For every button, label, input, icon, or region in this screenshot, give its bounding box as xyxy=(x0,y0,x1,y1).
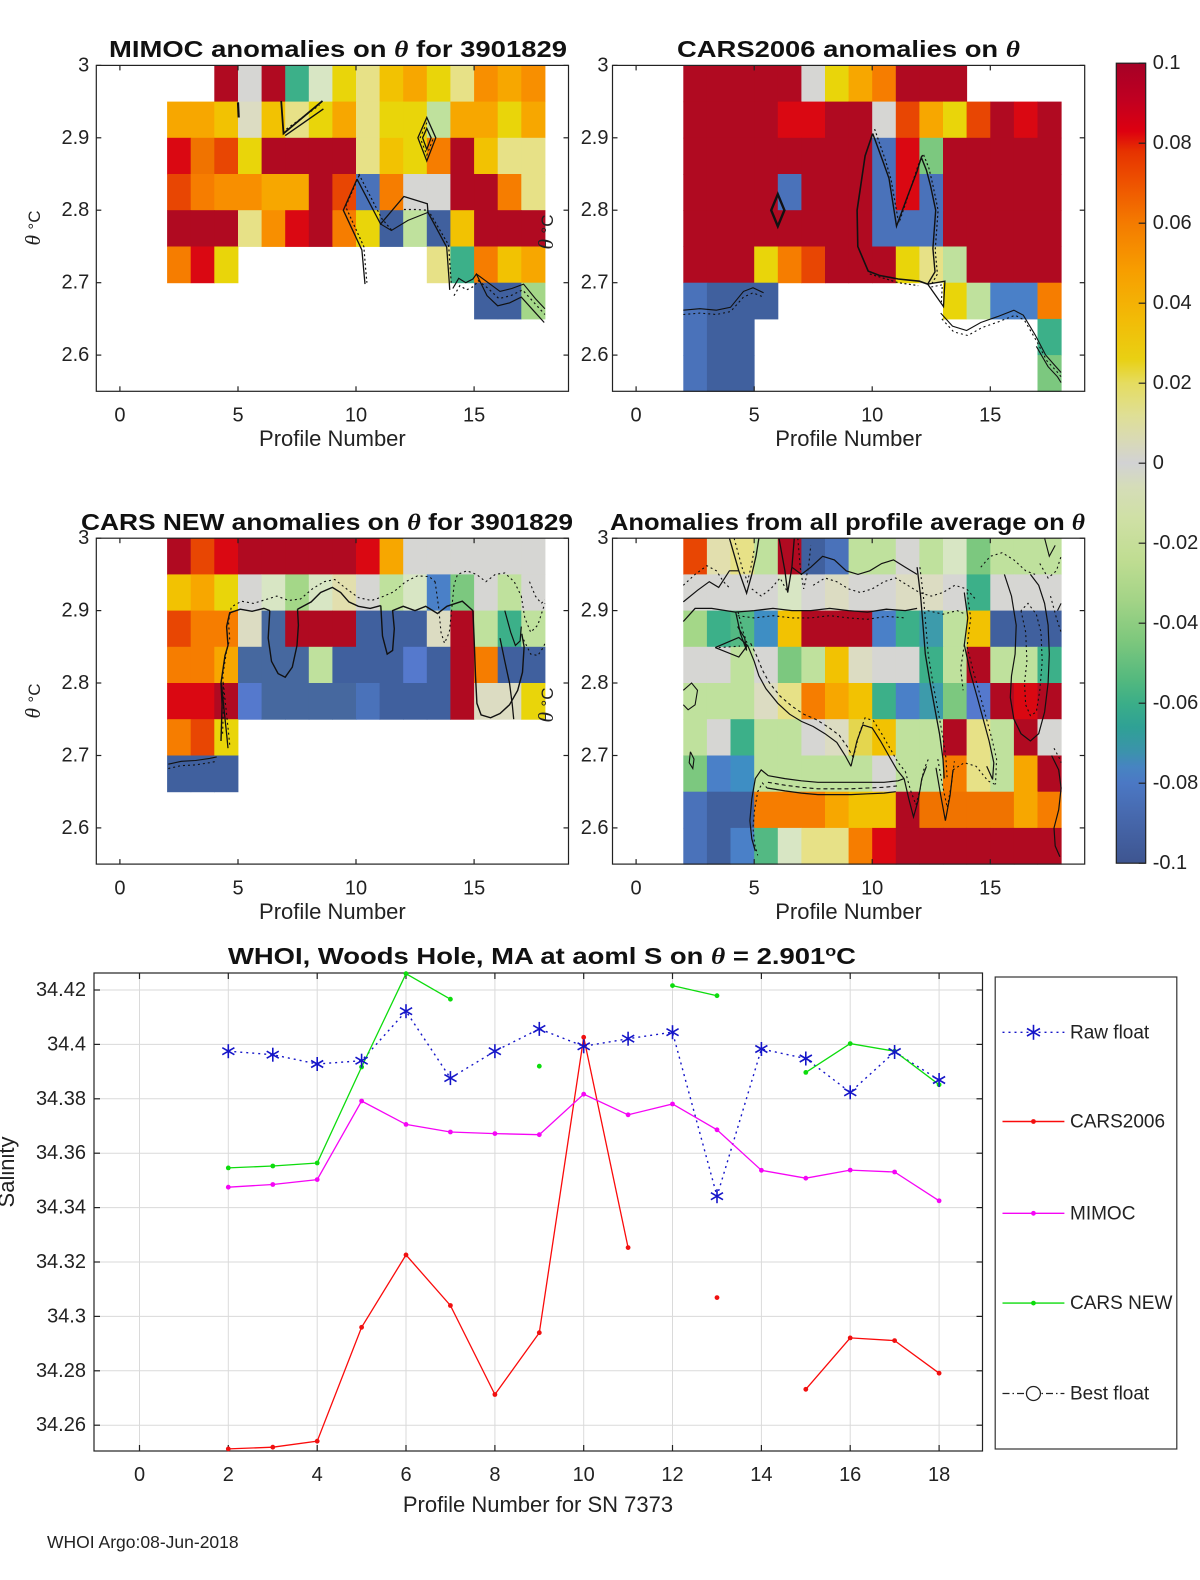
svg-text:0: 0 xyxy=(114,405,125,427)
svg-text:Profile Number: Profile Number xyxy=(259,899,406,924)
svg-text:10: 10 xyxy=(345,405,367,427)
svg-text:MIMOC: MIMOC xyxy=(1070,1203,1135,1224)
svg-text:Profile Number: Profile Number xyxy=(775,899,922,924)
svg-text:2.8: 2.8 xyxy=(581,199,609,221)
svg-text:θ °C: θ °C xyxy=(21,210,45,245)
svg-text:2.6: 2.6 xyxy=(61,817,89,839)
svg-text:5: 5 xyxy=(232,405,243,427)
svg-text:18: 18 xyxy=(928,1464,950,1486)
svg-text:4: 4 xyxy=(312,1464,323,1486)
svg-text:34.38: 34.38 xyxy=(36,1088,86,1110)
svg-text:MIMOC anomalies on θ for 3901: MIMOC anomalies on θ for 3901829 xyxy=(109,36,567,62)
svg-text:15: 15 xyxy=(463,405,485,427)
svg-text:WHOI, Woods Hole, MA at aoml S: WHOI, Woods Hole, MA at aoml S on θ = 2.… xyxy=(228,943,856,970)
svg-text:2.7: 2.7 xyxy=(581,272,609,294)
svg-text:34.26: 34.26 xyxy=(36,1414,86,1436)
svg-text:2.8: 2.8 xyxy=(581,672,609,694)
svg-text:-0.02: -0.02 xyxy=(1153,532,1199,554)
svg-text:Profile Number for SN 7373: Profile Number for SN 7373 xyxy=(403,1492,673,1517)
svg-text:6: 6 xyxy=(400,1464,411,1486)
svg-text:2.9: 2.9 xyxy=(581,127,609,149)
svg-text:15: 15 xyxy=(463,877,485,899)
svg-text:θ °C: θ °C xyxy=(534,687,558,722)
svg-text:10: 10 xyxy=(345,877,367,899)
svg-text:0: 0 xyxy=(1153,452,1164,474)
svg-text:CARS2006: CARS2006 xyxy=(1070,1112,1165,1133)
svg-text:-0.04: -0.04 xyxy=(1153,612,1199,634)
svg-text:2.9: 2.9 xyxy=(581,600,609,622)
svg-text:0: 0 xyxy=(631,405,642,427)
svg-text:CARS NEW anomalies on θ for 39: CARS NEW anomalies on θ for 3901829 xyxy=(81,509,573,535)
svg-text:WHOI Argo:08-Jun-2018: WHOI Argo:08-Jun-2018 xyxy=(47,1532,239,1552)
svg-text:-0.08: -0.08 xyxy=(1153,772,1199,794)
svg-text:2.8: 2.8 xyxy=(61,672,89,694)
svg-text:15: 15 xyxy=(979,877,1001,899)
svg-text:5: 5 xyxy=(232,877,243,899)
svg-text:10: 10 xyxy=(861,877,883,899)
svg-text:34.4: 34.4 xyxy=(47,1033,86,1055)
svg-text:CARS2006 anomalies on θ: CARS2006 anomalies on θ xyxy=(677,36,1020,62)
svg-text:5: 5 xyxy=(749,877,760,899)
svg-text:8: 8 xyxy=(489,1464,500,1486)
svg-text:0.08: 0.08 xyxy=(1153,132,1192,154)
svg-text:34.36: 34.36 xyxy=(36,1142,86,1164)
svg-text:34.42: 34.42 xyxy=(36,979,86,1001)
svg-text:3: 3 xyxy=(78,527,89,549)
svg-text:2.6: 2.6 xyxy=(581,344,609,366)
svg-text:0.02: 0.02 xyxy=(1153,372,1192,394)
svg-text:34.34: 34.34 xyxy=(36,1197,86,1219)
svg-text:Best float: Best float xyxy=(1070,1384,1150,1405)
svg-text:2.7: 2.7 xyxy=(61,272,89,294)
svg-text:2.6: 2.6 xyxy=(61,344,89,366)
svg-text:0.04: 0.04 xyxy=(1153,292,1192,314)
svg-text:34.28: 34.28 xyxy=(36,1360,86,1382)
svg-text:θ °C: θ °C xyxy=(534,214,558,249)
svg-text:2.9: 2.9 xyxy=(61,127,89,149)
svg-text:3: 3 xyxy=(597,54,608,76)
svg-text:12: 12 xyxy=(661,1464,683,1486)
svg-text:0: 0 xyxy=(631,877,642,899)
svg-text:Anomalies from all profile ave: Anomalies from all profile average on θ xyxy=(610,509,1085,535)
svg-text:10: 10 xyxy=(573,1464,595,1486)
svg-text:0.1: 0.1 xyxy=(1153,52,1181,74)
svg-text:CARS NEW: CARS NEW xyxy=(1070,1293,1172,1314)
svg-text:Profile Number: Profile Number xyxy=(259,426,406,451)
svg-text:2.6: 2.6 xyxy=(581,817,609,839)
svg-text:3: 3 xyxy=(597,527,608,549)
svg-text:0: 0 xyxy=(134,1464,145,1486)
svg-text:0.06: 0.06 xyxy=(1153,212,1192,234)
svg-text:14: 14 xyxy=(750,1464,772,1486)
svg-text:-0.1: -0.1 xyxy=(1153,852,1187,874)
svg-text:2.7: 2.7 xyxy=(581,745,609,767)
svg-text:2.8: 2.8 xyxy=(61,199,89,221)
svg-text:-0.06: -0.06 xyxy=(1153,692,1199,714)
svg-text:0: 0 xyxy=(114,877,125,899)
svg-text:34.32: 34.32 xyxy=(36,1251,86,1273)
svg-text:Profile Number: Profile Number xyxy=(775,426,922,451)
svg-text:34.3: 34.3 xyxy=(47,1305,86,1327)
svg-text:Salinity: Salinity xyxy=(0,1137,19,1208)
svg-text:2.7: 2.7 xyxy=(61,745,89,767)
svg-text:10: 10 xyxy=(861,405,883,427)
svg-text:Raw float: Raw float xyxy=(1070,1022,1150,1043)
svg-text:2.9: 2.9 xyxy=(61,600,89,622)
svg-text:5: 5 xyxy=(749,405,760,427)
svg-text:2: 2 xyxy=(223,1464,234,1486)
svg-text:15: 15 xyxy=(979,405,1001,427)
svg-text:θ °C: θ °C xyxy=(21,683,45,718)
svg-text:16: 16 xyxy=(839,1464,861,1486)
svg-text:3: 3 xyxy=(78,54,89,76)
